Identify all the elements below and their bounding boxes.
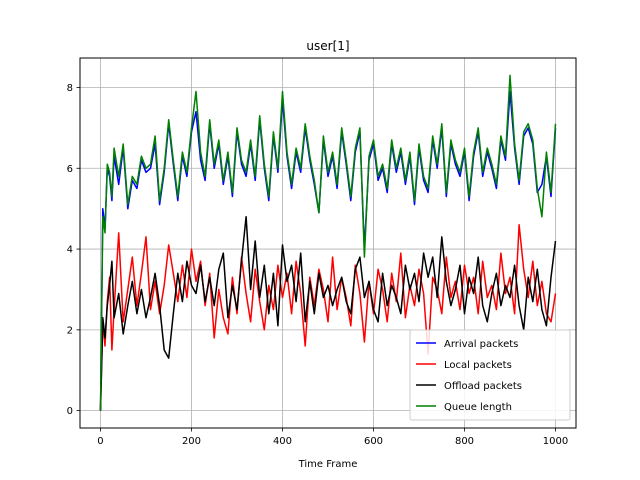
x-tick-label: 800 xyxy=(455,436,474,447)
y-tick-label: 6 xyxy=(67,164,73,175)
legend-label-local-packets: Local packets xyxy=(444,360,512,371)
y-tick-label: 8 xyxy=(67,83,73,94)
axis-ticks: 0 200 400 600 800 1000 0 2 4 6 8 xyxy=(67,83,569,447)
x-axis-label: Time Frame xyxy=(298,459,358,470)
series-group xyxy=(99,74,557,411)
series-line-queue-length xyxy=(99,74,557,411)
x-tick-label: 600 xyxy=(364,436,383,447)
series-line-local-packets xyxy=(99,224,557,411)
x-tick-label: 400 xyxy=(273,436,292,447)
chart-title: user[1] xyxy=(306,39,349,53)
y-tick-label: 4 xyxy=(67,245,73,256)
legend: Arrival packets Local packets Offload pack… xyxy=(409,329,571,421)
x-tick-label: 1000 xyxy=(543,436,568,447)
x-tick-label: 0 xyxy=(97,436,103,447)
y-tick-label: 2 xyxy=(67,325,73,336)
plot-frame xyxy=(79,57,577,429)
y-tick-label: 0 xyxy=(67,406,73,417)
legend-box xyxy=(409,329,571,421)
series-line-offload-packets xyxy=(99,215,557,411)
x-tick-label: 200 xyxy=(182,436,201,447)
legend-label-offload-packets: Offload packets xyxy=(444,381,522,392)
legend-label-arrival-packets: Arrival packets xyxy=(444,339,518,350)
legend-label-queue-length: Queue length xyxy=(444,402,512,413)
